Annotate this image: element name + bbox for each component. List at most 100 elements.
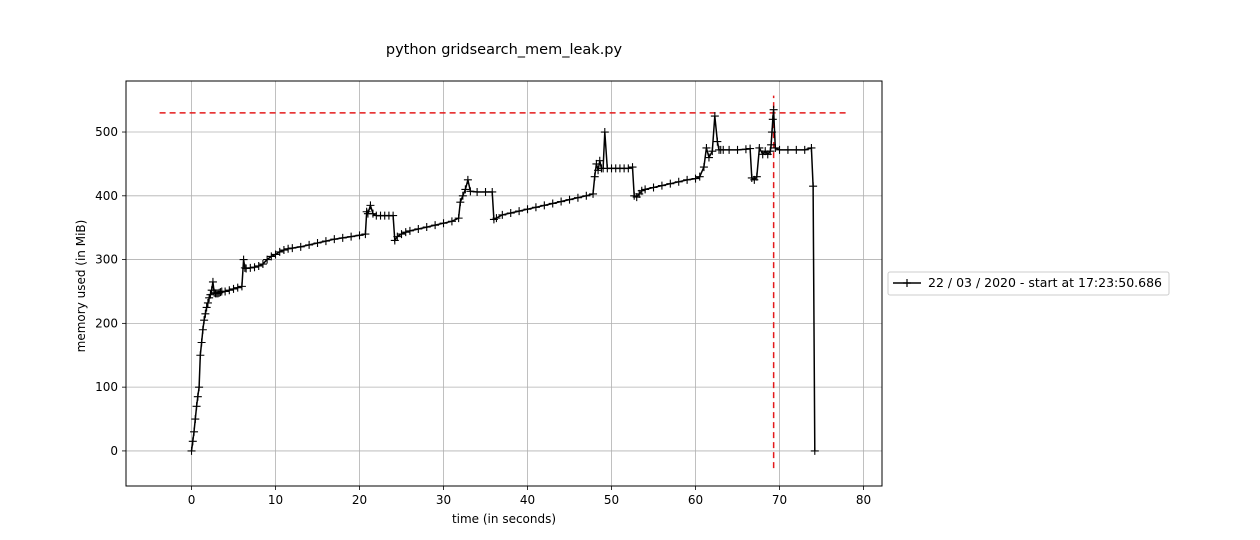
data-point-marker <box>695 172 704 181</box>
data-point-marker <box>405 226 414 235</box>
data-point-marker <box>752 172 761 181</box>
data-point-marker <box>188 437 197 446</box>
data-point-marker <box>557 197 566 206</box>
data-point-marker <box>431 221 440 230</box>
data-point-marker <box>548 199 557 208</box>
legend-label: 22 / 03 / 2020 - start at 17:23:50.686 <box>928 275 1162 290</box>
data-point-marker <box>233 283 242 292</box>
data-point-marker <box>422 223 431 232</box>
data-point-marker <box>741 145 750 154</box>
data-point-marker <box>190 427 199 436</box>
data-point-marker <box>305 240 314 249</box>
data-point-marker <box>733 145 742 154</box>
data-point-marker <box>674 177 683 186</box>
data-point-marker <box>590 172 599 181</box>
data-point-marker <box>203 298 212 307</box>
data-point-marker <box>200 316 209 325</box>
data-point-marker <box>366 201 375 210</box>
data-point-marker <box>254 261 263 270</box>
data-point-marker <box>683 175 692 184</box>
data-point-marker <box>767 140 776 149</box>
data-point-marker <box>628 163 637 172</box>
data-point-marker <box>746 144 755 153</box>
data-point-marker <box>447 217 456 226</box>
data-point-marker <box>691 174 700 183</box>
data-point-marker <box>239 255 248 264</box>
x-tick-label: 30 <box>436 493 451 507</box>
data-point-marker <box>515 207 524 216</box>
data-point-marker <box>242 264 251 273</box>
data-point-marker <box>361 230 370 239</box>
y-tick-label: 300 <box>95 253 118 267</box>
data-point-marker <box>225 286 234 295</box>
data-point-marker <box>624 164 633 173</box>
data-point-marker <box>216 288 225 297</box>
data-point-marker <box>657 181 666 190</box>
data-point-marker <box>313 239 322 247</box>
data-point-marker <box>768 115 777 124</box>
data-point-marker <box>531 203 540 212</box>
data-point-marker <box>540 201 549 210</box>
data-point-marker <box>275 247 284 256</box>
data-point-marker <box>263 255 272 264</box>
data-point-marker <box>481 187 490 196</box>
data-point-marker <box>573 193 582 202</box>
data-point-marker <box>641 185 650 194</box>
x-tick-label: 70 <box>772 493 787 507</box>
grid-lines <box>126 81 882 486</box>
data-point-marker <box>792 145 801 154</box>
data-point-marker <box>330 235 339 244</box>
data-point-marker <box>600 128 609 137</box>
data-point-marker <box>389 211 398 220</box>
data-point-marker <box>338 233 347 242</box>
y-tick-label: 200 <box>95 316 118 330</box>
data-point-marker <box>250 263 259 272</box>
data-point-marker <box>771 143 780 152</box>
x-tick-label: 60 <box>688 493 703 507</box>
data-point-marker <box>523 205 532 214</box>
data-point-marker <box>393 232 402 241</box>
data-point-marker <box>637 186 646 195</box>
data-point-marker <box>725 145 734 154</box>
reference-lines <box>159 95 849 469</box>
memory-series-line <box>190 109 816 452</box>
x-tick-label: 10 <box>268 493 283 507</box>
data-point-marker <box>229 284 238 293</box>
data-point-marker <box>666 179 675 188</box>
data-point-marker <box>221 287 230 296</box>
data-point-marker <box>237 282 246 291</box>
data-point-marker <box>589 189 598 198</box>
data-point-marker <box>439 219 448 228</box>
data-point-marker <box>368 209 377 218</box>
data-point-marker <box>456 198 465 207</box>
data-point-marker <box>201 309 210 318</box>
data-point-marker <box>800 145 809 154</box>
y-axis-ticks: 0 100 200 300 400 500 <box>95 125 126 458</box>
data-point-marker <box>492 214 501 223</box>
data-point-marker <box>267 252 276 261</box>
data-point-marker <box>713 137 722 146</box>
data-point-marker <box>704 153 713 162</box>
data-point-marker <box>208 277 217 286</box>
data-point-marker <box>279 246 288 255</box>
data-point-marker <box>191 415 200 424</box>
data-point-marker <box>187 446 196 455</box>
y-tick-label: 500 <box>95 125 118 139</box>
data-point-marker <box>193 392 202 401</box>
data-point-marker <box>463 175 472 184</box>
data-point-marker <box>195 383 204 392</box>
plot-area-frame <box>125 80 883 487</box>
x-tick-label: 0 <box>188 493 196 507</box>
data-point-marker <box>271 250 280 259</box>
data-point-marker <box>766 147 775 156</box>
data-point-marker <box>769 105 778 114</box>
data-point-marker <box>498 210 507 219</box>
data-point-marker <box>246 263 255 272</box>
data-point-marker <box>284 244 293 253</box>
legend: 22 / 03 / 2020 - start at 17:23:50.686 <box>887 271 1170 296</box>
data-point-marker <box>710 112 719 121</box>
y-tick-label: 0 <box>110 444 118 458</box>
data-point-marker <box>362 207 371 216</box>
x-axis-ticks: 0 10 20 30 40 50 60 70 80 <box>188 486 871 507</box>
data-point-marker <box>807 143 816 152</box>
